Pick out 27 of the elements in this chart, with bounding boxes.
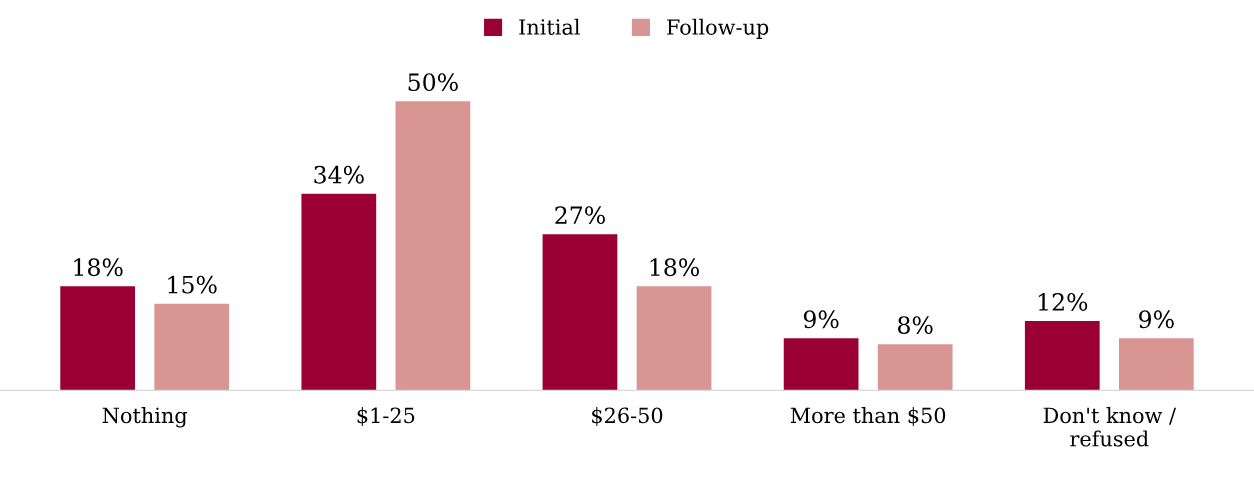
x-tick-label: More than $50 [790,407,946,426]
bar [1118,338,1194,391]
bar [636,286,712,391]
bar [60,286,136,391]
data-label: 8% [898,316,933,335]
bar [877,344,953,391]
bar [542,234,618,391]
data-label: 9% [803,310,839,329]
data-label: 34% [314,165,364,184]
data-label: 9% [1139,310,1174,329]
data-label: 27% [555,206,605,225]
legend-label: Follow-up [667,18,769,39]
bar [154,303,230,391]
data-label: 12% [1038,293,1088,311]
x-tick-label: Nothing [102,407,188,428]
data-label: 18% [650,258,699,277]
bar [395,101,471,391]
data-label: 18% [74,258,123,277]
bar [301,193,377,391]
legend-label: Initial [519,18,580,35]
bar [1024,321,1100,391]
x-tick-label: $26-50 [592,407,663,426]
data-label: 50% [408,73,458,92]
bar [783,338,859,391]
x-tick-label: $1-25 [357,407,415,426]
data-label: 15% [168,275,217,294]
x-tick-label: Don't know / refused [1043,407,1177,447]
